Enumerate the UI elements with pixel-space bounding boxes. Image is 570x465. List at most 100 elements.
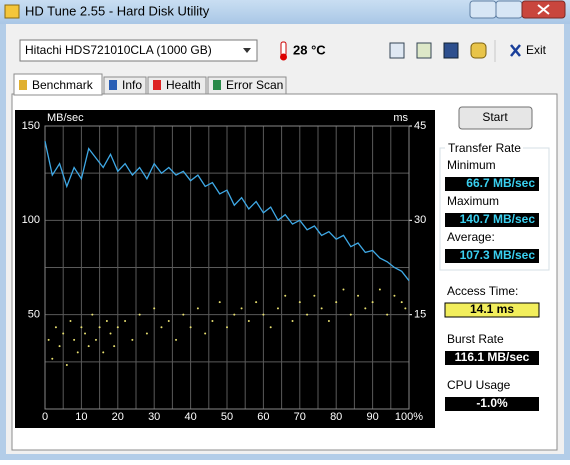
access-point (62, 332, 65, 335)
group-caption-bg (445, 142, 523, 154)
x-tick-label: 90 (366, 411, 378, 423)
exit-icon[interactable] (510, 44, 521, 57)
y2-axis-label: ms (393, 112, 408, 124)
group-caption: Transfer Rate (448, 141, 521, 155)
y-tick-label: 50 (28, 309, 40, 321)
start-button[interactable] (458, 106, 533, 130)
x-tick-label: 100% (395, 411, 423, 423)
access-point (109, 332, 112, 335)
access-point (233, 313, 236, 316)
access-point (105, 319, 108, 322)
access-point (182, 313, 185, 316)
x-tick-label: 70 (294, 411, 306, 423)
x-tick-label: 80 (330, 411, 342, 423)
access-label: Access Time: (447, 284, 518, 298)
start-label: Start (482, 110, 508, 124)
tab-strip: Benchmark Info Health Error Scan (13, 73, 287, 96)
tab[interactable] (13, 73, 103, 96)
access-point (116, 326, 119, 329)
maximize-button[interactable] (495, 0, 523, 19)
copy-icon[interactable] (389, 42, 405, 59)
access-point (218, 301, 221, 304)
minimize-button[interactable] (469, 0, 497, 19)
access-point (80, 326, 83, 329)
access-point (51, 357, 54, 360)
app-icon (4, 4, 20, 19)
access-point (291, 319, 294, 322)
access-point (342, 288, 345, 291)
access-point (335, 301, 338, 304)
x-tick-label: 50 (221, 411, 233, 423)
access-point (69, 319, 72, 322)
access-point (98, 326, 101, 329)
tab[interactable] (147, 76, 207, 95)
access-point (153, 307, 156, 310)
access-point (167, 319, 170, 322)
cpu-value: -1.0% (476, 396, 508, 410)
access-point (371, 301, 374, 304)
cpu-box (445, 397, 539, 411)
tab-label: Health (166, 78, 201, 92)
maximum-box (445, 213, 539, 227)
options-icon[interactable] (470, 42, 487, 59)
save-icon[interactable] (443, 42, 459, 59)
access-point (298, 301, 301, 304)
access-point (204, 332, 207, 335)
access-point (327, 319, 330, 322)
y-tick-label: 100 (22, 214, 40, 226)
access-point (306, 313, 309, 316)
access-point (386, 313, 389, 316)
y-tick-label: 150 (22, 120, 40, 132)
chart: 0 10 20 30 40 50 60 70 80 90 100% 50 100 150 15 30 45 MB/… (22, 112, 427, 423)
tab-label: Benchmark (32, 78, 94, 92)
x-tick-label: 60 (257, 411, 269, 423)
drive-name: Hitachi HDS721010CLA (1000 GB) (25, 43, 212, 57)
access-point (124, 319, 127, 322)
access-point (255, 301, 258, 304)
x-tick-label: 0 (42, 411, 48, 423)
temperature: 28 °C (293, 42, 326, 57)
plot-border (44, 125, 410, 410)
tab-label: Error Scan (226, 78, 283, 92)
access-point (269, 326, 272, 329)
access-point (65, 363, 68, 366)
y2-tick-label: 15 (414, 309, 426, 321)
tab[interactable] (207, 76, 287, 95)
burst-value: 116.1 MB/sec (455, 350, 530, 364)
access-point (404, 307, 407, 310)
tab-icon (213, 80, 221, 90)
access-point (94, 338, 97, 341)
access-point (247, 319, 250, 322)
access-point (262, 313, 265, 316)
burst-box (445, 351, 539, 365)
x-tick-label: 40 (184, 411, 196, 423)
access-point (349, 313, 352, 316)
access-point (313, 294, 316, 297)
minimum-label: Minimum (447, 158, 496, 172)
minimum-box (445, 177, 539, 191)
access-point (240, 307, 243, 310)
access-point (276, 307, 279, 310)
exit-label[interactable]: Exit (526, 43, 547, 57)
tab-icon (153, 80, 161, 90)
access-point (138, 313, 141, 316)
access-point (393, 294, 396, 297)
thermometer-bulb (280, 53, 287, 61)
access-point (91, 313, 94, 316)
access-point (145, 332, 148, 335)
x-tick-label: 30 (148, 411, 160, 423)
minimum-value: 66.7 MB/sec (466, 176, 535, 190)
drive-combo[interactable] (19, 39, 258, 62)
access-point (58, 345, 61, 348)
combo-arrow (243, 48, 251, 53)
access-point (226, 326, 228, 329)
access-point (87, 345, 90, 348)
average-value: 107.3 MB/sec (460, 248, 536, 262)
copy-all-icon[interactable] (416, 42, 432, 59)
access-point (160, 326, 163, 329)
access-point (175, 338, 178, 341)
x-tick-label: 20 (112, 411, 124, 423)
access-point (47, 338, 50, 341)
access-point (102, 351, 105, 354)
